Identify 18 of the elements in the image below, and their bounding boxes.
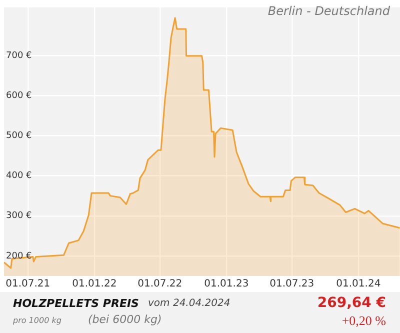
x-tick-label: 01.07.22 (138, 278, 182, 290)
x-tick-label: 01.07.23 (270, 278, 314, 290)
x-tick-label: 01.01.22 (72, 278, 117, 290)
x-tick-label: 01.01.23 (204, 278, 249, 290)
text: pro 1000 kg (13, 316, 62, 325)
text: HOLZPELLETS PREIS (13, 297, 139, 310)
y-tick-label: 500 € (6, 131, 32, 142)
y-tick-label: 400 € (6, 171, 32, 182)
y-tick-label: 300 € (6, 211, 32, 222)
text: +0,20 % (342, 313, 386, 329)
text: 269,64 € (317, 295, 386, 311)
y-tick-label: 700 € (6, 50, 32, 61)
x-tick-label: 01.07.21 (6, 278, 50, 290)
y-tick-label: 600 € (6, 90, 32, 101)
text: (bei 6000 kg) (88, 313, 162, 326)
x-tick-label: 01.01.24 (336, 278, 381, 290)
chart-title: Berlin - Deutschland (268, 4, 390, 18)
text: vom 24.04.2024 (148, 298, 230, 309)
